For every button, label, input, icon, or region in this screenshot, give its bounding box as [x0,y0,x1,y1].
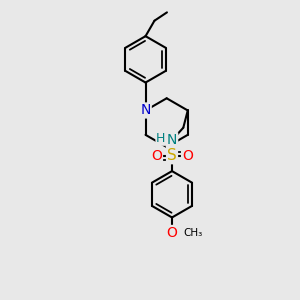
Text: CH₃: CH₃ [183,228,202,238]
Text: O: O [182,148,193,163]
Text: S: S [167,148,177,163]
Text: O: O [167,226,177,240]
Text: H: H [156,132,165,145]
Text: N: N [167,133,177,147]
Text: O: O [151,148,162,163]
Text: N: N [140,103,151,118]
